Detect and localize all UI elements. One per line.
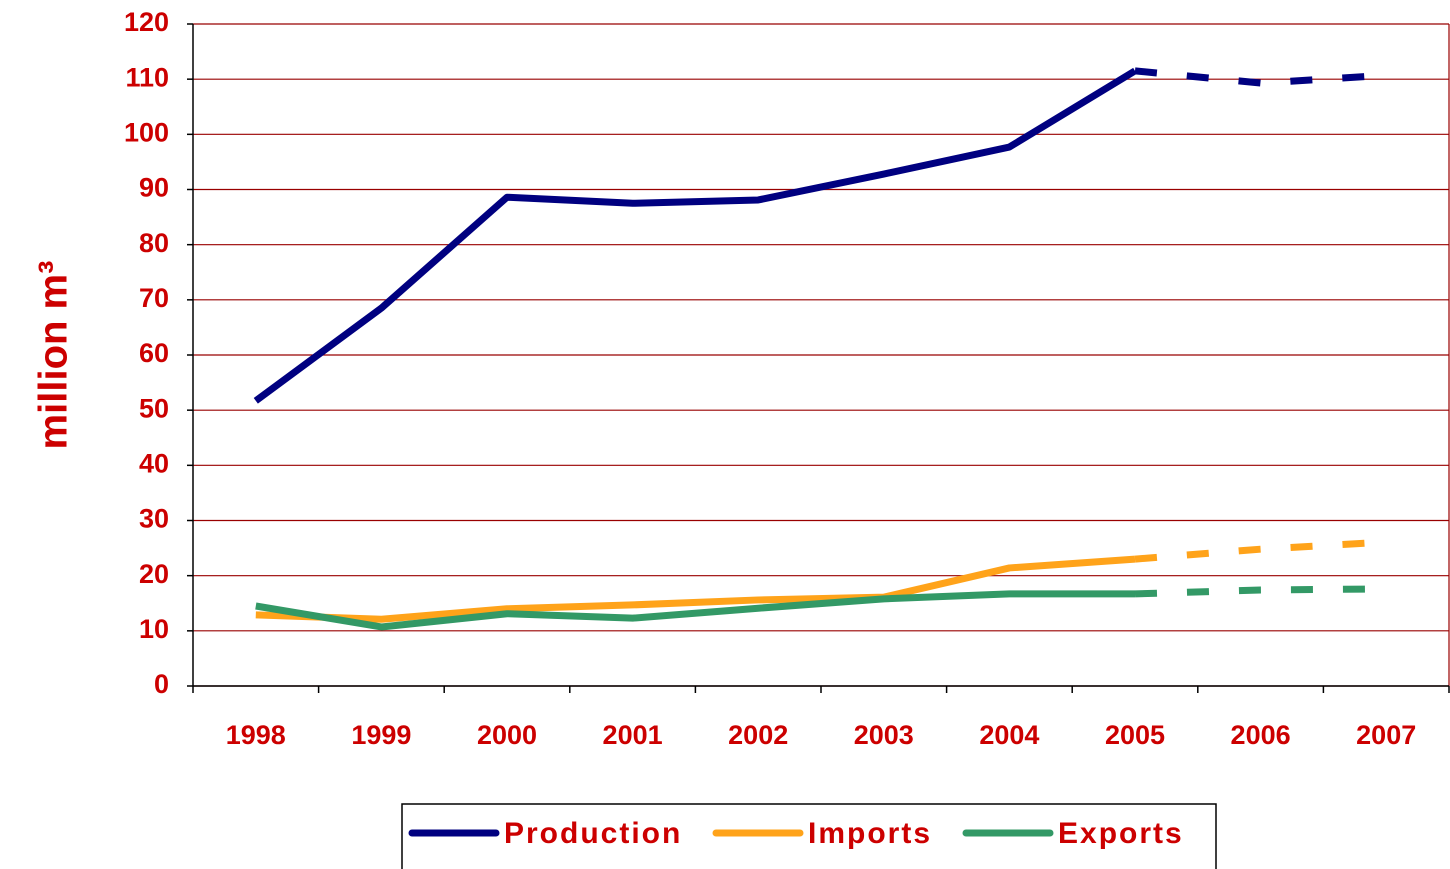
- y-tick-label: 10: [139, 614, 169, 644]
- y-tick-label: 110: [125, 62, 169, 92]
- y-tick-label: 30: [139, 504, 169, 534]
- legend-label: Production: [504, 817, 682, 850]
- line: [253, 67, 1137, 404]
- projected-line: [1134, 538, 1387, 563]
- y-tick-label: 70: [139, 283, 169, 313]
- x-tick-label: 2001: [603, 720, 663, 750]
- x-tick-label: 1998: [226, 720, 286, 750]
- legend-label: Imports: [808, 817, 932, 850]
- x-tick-label: 2006: [1231, 720, 1291, 750]
- y-tick-label: 90: [139, 173, 169, 203]
- y-tick-label: 40: [139, 448, 169, 478]
- y-axis-label: million m³: [32, 261, 76, 450]
- y-tick-label: 20: [139, 559, 169, 589]
- x-tick-label: 2007: [1356, 720, 1416, 750]
- x-tick-label: 2005: [1105, 720, 1165, 750]
- x-tick-label: 2002: [728, 720, 788, 750]
- x-tick-label: 2004: [979, 720, 1039, 750]
- legend-box: [401, 803, 1217, 869]
- x-tick-label: 2000: [477, 720, 537, 750]
- line: [255, 590, 1135, 631]
- line: [255, 555, 1136, 623]
- y-tick-label: 100: [124, 117, 169, 147]
- projected-line: [1134, 67, 1387, 87]
- y-tick-label: 120: [124, 7, 169, 37]
- y-tick-label: 0: [154, 669, 169, 699]
- y-tick-label: 60: [139, 338, 169, 368]
- legend-label: Exports: [1058, 817, 1184, 850]
- x-tick-label: 2003: [854, 720, 914, 750]
- y-tick-label: 80: [139, 228, 169, 258]
- y-tick-label: 50: [139, 393, 169, 423]
- projected-line: [1134, 585, 1387, 598]
- x-tick-label: 1999: [351, 720, 411, 750]
